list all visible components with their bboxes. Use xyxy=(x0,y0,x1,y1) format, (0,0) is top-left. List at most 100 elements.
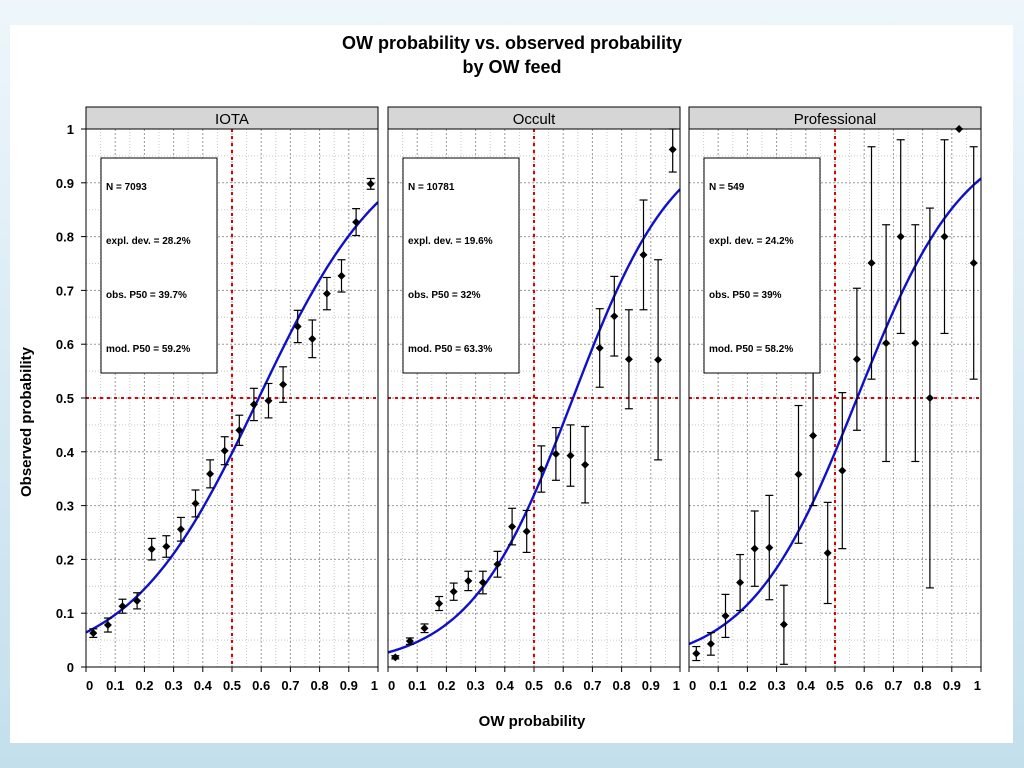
y-tick-label: 0.3 xyxy=(56,499,74,514)
stats-text: expl. dev. = 24.2% xyxy=(709,236,794,247)
panel-iota: IOTA N = 7093 expl. dev. = 28.2% obs. P50 =… xyxy=(85,106,379,693)
stats-text: mod. P50 = 63.3% xyxy=(408,344,492,355)
y-tick-label: 0.4 xyxy=(56,445,75,460)
x-tick-label: 0.4 xyxy=(797,678,816,693)
data-point xyxy=(706,639,715,648)
x-tick-label: 0.1 xyxy=(106,678,124,693)
data-point xyxy=(420,624,429,633)
x-tick-label: 0.9 xyxy=(943,678,961,693)
data-point xyxy=(940,232,949,241)
data-point xyxy=(366,179,375,188)
data-point xyxy=(508,522,517,531)
x-tick-label: 0.5 xyxy=(826,678,844,693)
strip-label: Professional xyxy=(794,111,877,128)
data-point xyxy=(852,355,861,364)
x-tick-label: 0.3 xyxy=(768,678,786,693)
stats-text: N = 7093 xyxy=(106,182,147,193)
data-point xyxy=(566,451,575,460)
data-point xyxy=(264,396,273,405)
y-tick-label: 0.6 xyxy=(56,337,74,352)
stats-box xyxy=(703,157,821,374)
x-tick-label: 1 xyxy=(673,678,680,693)
x-tick-label: 0.6 xyxy=(855,678,873,693)
stats-text: obs. P50 = 32% xyxy=(408,290,481,301)
data-point xyxy=(235,426,244,435)
stats-text: expl. dev. = 28.2% xyxy=(106,236,191,247)
data-point xyxy=(721,611,730,620)
data-point xyxy=(249,400,258,409)
data-point xyxy=(809,431,818,440)
chart-title: OW probability vs. observed probability xyxy=(342,33,682,53)
x-tick-label: 0.6 xyxy=(554,678,572,693)
x-tick-label: 0.9 xyxy=(642,678,660,693)
data-point xyxy=(133,596,142,605)
x-tick-label: 0.6 xyxy=(252,678,270,693)
data-point xyxy=(925,394,934,402)
y-tick-label: 0.1 xyxy=(56,606,74,621)
x-tick-label: 0.7 xyxy=(281,678,299,693)
data-point xyxy=(969,258,978,267)
x-tick-label: 0 xyxy=(689,678,696,693)
fitted-curve xyxy=(85,201,379,634)
data-point xyxy=(911,339,920,348)
x-tick-label: 0.5 xyxy=(525,678,543,693)
data-point xyxy=(750,544,759,553)
data-point xyxy=(435,599,444,608)
data-point xyxy=(352,218,361,227)
y-tick-label: 0 xyxy=(67,660,74,675)
data-point xyxy=(668,145,677,154)
data-point xyxy=(478,578,487,587)
strip-label: IOTA xyxy=(215,111,249,128)
data-point xyxy=(493,560,502,569)
stats-box xyxy=(100,157,218,374)
x-tick-label: 0.3 xyxy=(467,678,485,693)
x-tick-label: 0.4 xyxy=(496,678,515,693)
data-point xyxy=(220,446,229,455)
x-tick-label: 0.1 xyxy=(709,678,727,693)
x-tick-label: 0.4 xyxy=(194,678,213,693)
stats-text: N = 10781 xyxy=(408,182,455,193)
x-tick-label: 0.7 xyxy=(583,678,601,693)
x-tick-label: 0.5 xyxy=(223,678,241,693)
data-point xyxy=(765,543,774,552)
x-tick-label: 0.1 xyxy=(408,678,426,693)
x-tick-label: 0.7 xyxy=(884,678,902,693)
x-tick-label: 0 xyxy=(86,678,93,693)
data-point xyxy=(89,629,98,638)
stats-text: obs. P50 = 39.7% xyxy=(106,290,187,301)
data-point xyxy=(654,355,663,364)
data-point xyxy=(147,545,156,554)
x-tick-label: 0.8 xyxy=(613,678,631,693)
y-tick-label: 0.9 xyxy=(56,176,74,191)
data-point xyxy=(838,466,847,475)
stats-box xyxy=(402,157,520,374)
y-tick-label: 0.8 xyxy=(56,230,74,245)
y-tick-label: 0.2 xyxy=(56,552,74,567)
data-point xyxy=(522,527,531,536)
stats-text: expl. dev. = 19.6% xyxy=(408,236,493,247)
x-tick-label: 0.8 xyxy=(311,678,329,693)
stats-text: mod. P50 = 58.2% xyxy=(709,344,793,355)
data-point xyxy=(391,653,400,662)
fitted-curve xyxy=(387,188,681,654)
data-point xyxy=(337,271,346,280)
data-point xyxy=(736,578,745,587)
slide-frame: OW probability vs. observed probability … xyxy=(10,25,1013,743)
y-tick-label: 0.5 xyxy=(56,391,74,406)
x-axis-label: OW probability xyxy=(479,713,586,730)
stats-text: N = 549 xyxy=(709,182,745,193)
data-point xyxy=(610,312,619,321)
x-tick-label: 0.2 xyxy=(437,678,455,693)
data-point xyxy=(118,602,127,611)
data-point xyxy=(779,620,788,629)
data-point xyxy=(162,542,171,551)
x-tick-label: 0.2 xyxy=(135,678,153,693)
data-point xyxy=(692,649,701,658)
data-point xyxy=(823,548,832,557)
stats-text: mod. P50 = 59.2% xyxy=(106,344,190,355)
data-point xyxy=(103,621,112,630)
data-point xyxy=(279,380,288,389)
data-point xyxy=(896,232,905,241)
x-tick-label: 1 xyxy=(974,678,981,693)
data-point xyxy=(322,289,331,298)
